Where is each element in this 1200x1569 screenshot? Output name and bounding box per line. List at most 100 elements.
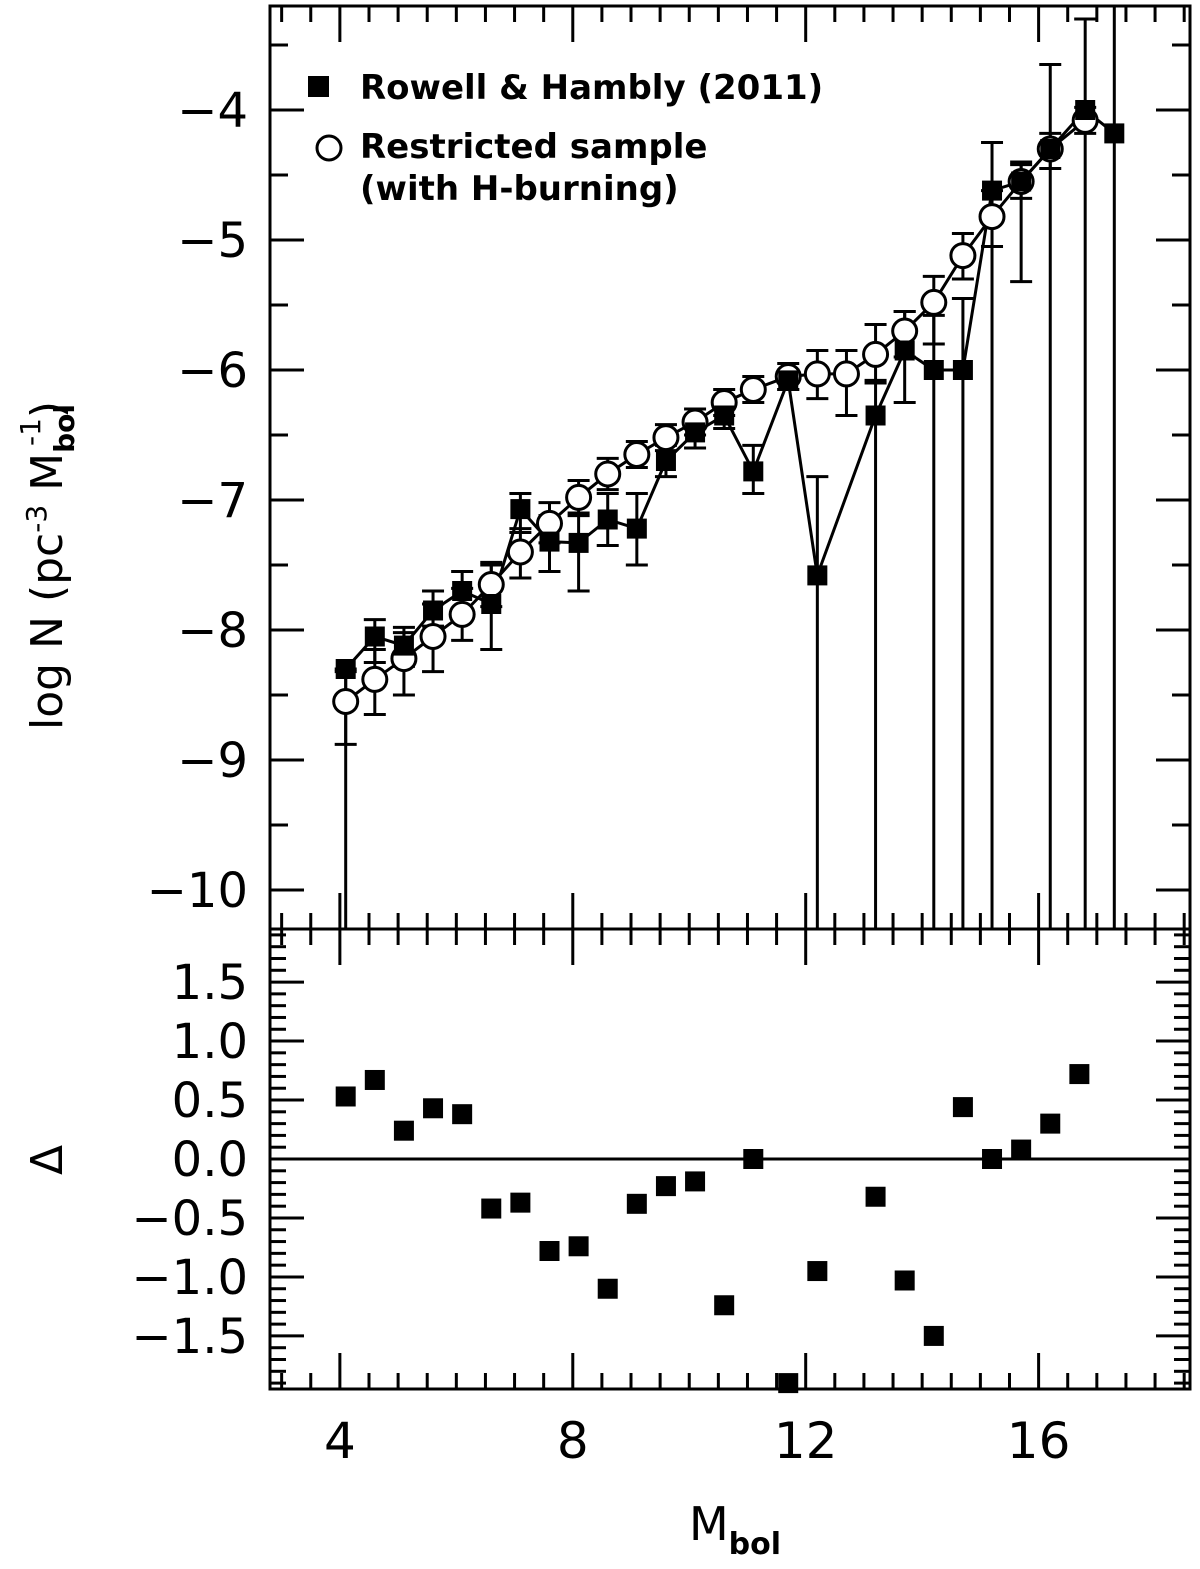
top-markers [332, 100, 1125, 715]
residual-marker [452, 1104, 473, 1125]
legend-label-rowell: Rowell & Hambly (2011) [360, 68, 823, 108]
circle-marker-5 [477, 571, 505, 598]
residual-marker [423, 1098, 444, 1119]
bottom-y-axis-label: Δ [22, 1145, 73, 1175]
circle-marker-17 [832, 360, 860, 388]
circle-marker-4 [448, 600, 476, 628]
square-marker-1 [364, 626, 385, 647]
legend-label-restricted-line1: Restricted sample [360, 127, 707, 167]
square-marker-10 [626, 518, 647, 539]
square-marker-23 [1040, 139, 1061, 159]
legend: Rowell & Hambly (2011) Restricted sample… [308, 68, 823, 209]
circle-marker-6 [506, 538, 534, 566]
square-marker-13 [714, 405, 735, 426]
circle-marker-10 [623, 441, 651, 468]
square-marker-5 [481, 594, 502, 614]
x-tick-label: 12 [774, 1412, 838, 1470]
bottom-ytick-label: 0.0 [172, 1132, 248, 1188]
ylabel-sub: bol [48, 404, 81, 453]
top-ytick-label: −9 [177, 733, 248, 789]
legend-label-restricted-line2: (with H-burning) [360, 169, 679, 209]
top-ytick-label: −8 [177, 603, 248, 659]
residual-marker [714, 1295, 735, 1316]
ylabel-end: ) [22, 401, 73, 418]
circle-marker-8 [565, 483, 593, 511]
circle-marker-3 [419, 623, 447, 650]
x-axis-label: Mbol [689, 1497, 781, 1562]
x-tick-label: 16 [1007, 1412, 1071, 1470]
bottom-ytick-label: −0.5 [131, 1191, 248, 1247]
bottom-axis-ticks [270, 929, 1190, 1389]
bottom-markers [335, 1064, 1090, 1394]
residual-marker [393, 1120, 414, 1141]
residual-marker [597, 1278, 618, 1299]
circle-marker-21 [949, 242, 977, 270]
circle-marker-14 [739, 376, 767, 403]
square-marker-16 [807, 565, 828, 586]
square-marker-2 [393, 635, 414, 656]
circle-marker-22 [978, 203, 1006, 231]
bottom-ytick-labels: −1.5−1.0−0.50.00.51.01.5 [131, 955, 248, 1365]
top-ytick-labels: −10 −9 −8 −7 −6 −5 −4 [147, 83, 248, 919]
square-marker-6 [510, 499, 531, 520]
xlabel-sub: bol [729, 1527, 781, 1562]
residual-marker [481, 1198, 502, 1219]
xlabel-main: M [689, 1497, 729, 1551]
circle-marker-11 [652, 424, 680, 452]
residual-marker [743, 1149, 764, 1169]
top-ytick-label: −10 [147, 863, 248, 919]
square-marker-4 [452, 581, 473, 601]
square-marker-8 [568, 532, 589, 553]
circle-marker-20 [920, 288, 948, 316]
legend-marker-restricted [315, 134, 343, 162]
residual-marker [865, 1186, 886, 1207]
circle-marker-1 [361, 665, 389, 693]
top-y-axis-label: log N (pc-3 Mbol-1) [14, 401, 81, 730]
circle-marker-19 [891, 317, 919, 345]
circle-marker-16 [803, 360, 831, 388]
residual-marker [655, 1176, 676, 1197]
legend-marker-rowell [308, 76, 329, 97]
ylabel-sup-1: -3 [20, 505, 53, 533]
square-marker-22 [1011, 171, 1032, 192]
top-ytick-label: −5 [177, 213, 248, 269]
bottom-ytick-label: 1.5 [172, 955, 248, 1011]
ylabel-sup-2: -1 [14, 418, 47, 446]
bottom-panel: −1.5−1.0−0.50.00.51.01.5 4 8 12 16 Δ Mbol [22, 927, 1192, 1562]
x-tick-labels: 4 8 12 16 [324, 1412, 1070, 1470]
square-marker-0 [335, 659, 356, 679]
circle-marker-0 [332, 688, 360, 715]
bottom-ytick-label: 0.5 [172, 1073, 248, 1129]
square-marker-15 [778, 370, 799, 391]
square-marker-7 [539, 531, 560, 552]
residual-marker [626, 1193, 647, 1214]
residual-marker [364, 1069, 385, 1090]
square-marker-3 [423, 600, 444, 621]
square-marker-9 [597, 509, 618, 530]
top-ytick-label: −4 [177, 83, 248, 139]
top-panel: −10 −9 −8 −7 −6 −5 −4 Rowell & Hambly (2011) R… [14, 4, 1192, 931]
residual-marker [1069, 1064, 1090, 1085]
residual-marker [807, 1261, 828, 1282]
square-marker-20 [952, 360, 973, 380]
residual-marker [335, 1086, 356, 1107]
top-axis-ticks [270, 6, 1190, 929]
bottom-ytick-label: −1.5 [131, 1309, 248, 1365]
ylabel-part-2: M [22, 453, 73, 505]
x-tick-label: 8 [557, 1412, 589, 1470]
bottom-ytick-label: −1.0 [131, 1250, 248, 1306]
ylabel-part-1: log N (pc [22, 533, 73, 730]
residual-marker [568, 1236, 589, 1257]
square-marker-11 [655, 451, 676, 471]
square-marker-19 [923, 360, 944, 380]
residual-marker [510, 1192, 531, 1213]
residual-marker [952, 1097, 973, 1118]
residual-marker [685, 1171, 706, 1192]
residual-marker [923, 1325, 944, 1346]
circle-marker-9 [594, 460, 622, 488]
square-marker-17 [865, 405, 886, 426]
square-marker-21 [982, 180, 1003, 201]
residual-marker [982, 1149, 1003, 1169]
residual-marker [1040, 1113, 1061, 1134]
